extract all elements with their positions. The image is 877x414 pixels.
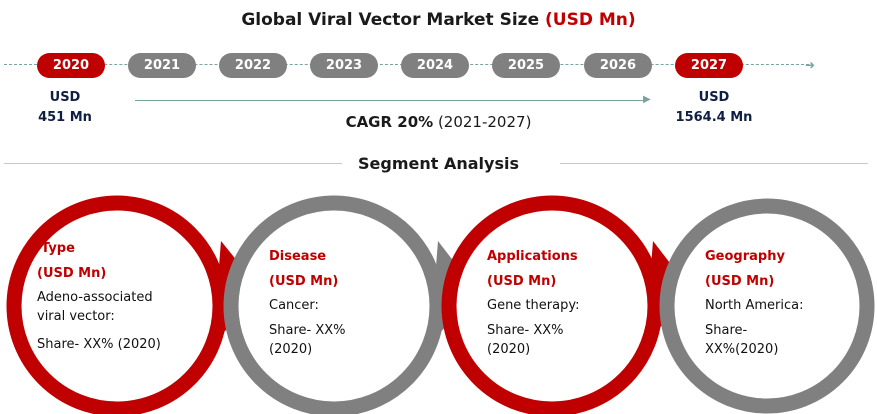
- segment-applications: Applications (USD Mn) Gene therapy: Shar…: [487, 247, 637, 359]
- year-2025: 2025: [492, 53, 560, 78]
- segment-disease-heading: Disease: [269, 249, 327, 264]
- segment-rings: [6, 195, 875, 414]
- segment-geography: Geography (USD Mn) North America: Share-…: [705, 247, 845, 359]
- segment-type-line-1: Adeno-associated: [37, 290, 153, 305]
- ring-geography: [659, 198, 875, 414]
- segment-type-heading: Type: [41, 241, 75, 256]
- ring-applications: [441, 195, 663, 414]
- segment-disease-line-1: Cancer:: [269, 298, 319, 313]
- year-2026: 2026: [584, 53, 652, 78]
- segment-type-line-2: viral vector:: [37, 309, 115, 324]
- segment-geography-line-1: North America:: [705, 298, 804, 313]
- start-value-amount: 451 Mn: [38, 110, 92, 125]
- cagr-arrow-icon: ▶: [643, 94, 651, 105]
- segment-type-unit: (USD Mn): [37, 266, 107, 281]
- start-value-currency: USD: [49, 90, 81, 105]
- end-value-amount: 1564.4 Mn: [675, 110, 753, 125]
- segment-type: Type (USD Mn) Adeno-associated viral vec…: [37, 239, 202, 354]
- year-2027: 2027: [675, 53, 743, 78]
- year-2022: 2022: [219, 53, 287, 78]
- cagr-label: CAGR 20%: [345, 113, 434, 131]
- segment-title: Segment Analysis: [358, 154, 519, 173]
- cagr-period: (2021-2027): [437, 113, 532, 131]
- segment-geography-heading: Geography: [705, 249, 785, 264]
- segment-geography-year: XX%(2020): [705, 342, 779, 357]
- segment-disease-unit: (USD Mn): [269, 274, 339, 289]
- segment-disease-share: Share- XX%: [269, 323, 346, 338]
- title-unit: (USD Mn): [545, 10, 636, 30]
- cagr-arrow-line: [135, 100, 645, 101]
- year-2024: 2024: [401, 53, 469, 78]
- segment-applications-unit: (USD Mn): [487, 274, 557, 289]
- segment-divider-left: [4, 163, 342, 164]
- year-2023: 2023: [310, 53, 378, 78]
- ring-disease: [223, 195, 445, 414]
- segment-geography-unit: (USD Mn): [705, 274, 775, 289]
- segment-applications-share: Share- XX%: [487, 323, 564, 338]
- end-value-currency: USD: [698, 90, 730, 105]
- ring-type: [6, 195, 228, 414]
- year-2021: 2021: [128, 53, 196, 78]
- timeline-arrow-icon: ➜: [805, 58, 816, 72]
- end-value: USD 1564.4 Mn: [664, 88, 764, 128]
- start-value: USD 451 Mn: [25, 88, 105, 128]
- segment-applications-line-1: Gene therapy:: [487, 298, 580, 313]
- segment-applications-heading: Applications: [487, 249, 578, 264]
- segment-geography-share: Share-: [705, 323, 748, 338]
- title-main: Global Viral Vector Market Size: [241, 10, 540, 30]
- year-2020: 2020: [37, 53, 105, 78]
- segment-disease: Disease (USD Mn) Cancer: Share- XX% (202…: [269, 247, 419, 359]
- segment-divider-right: [560, 163, 868, 164]
- cagr-text: CAGR 20% (2021-2027): [0, 113, 877, 131]
- segment-disease-year: (2020): [269, 342, 313, 357]
- segment-applications-year: (2020): [487, 342, 531, 357]
- segment-type-share: Share- XX% (2020): [37, 337, 161, 352]
- chart-title: Global Viral Vector Market Size (USD Mn): [0, 10, 877, 30]
